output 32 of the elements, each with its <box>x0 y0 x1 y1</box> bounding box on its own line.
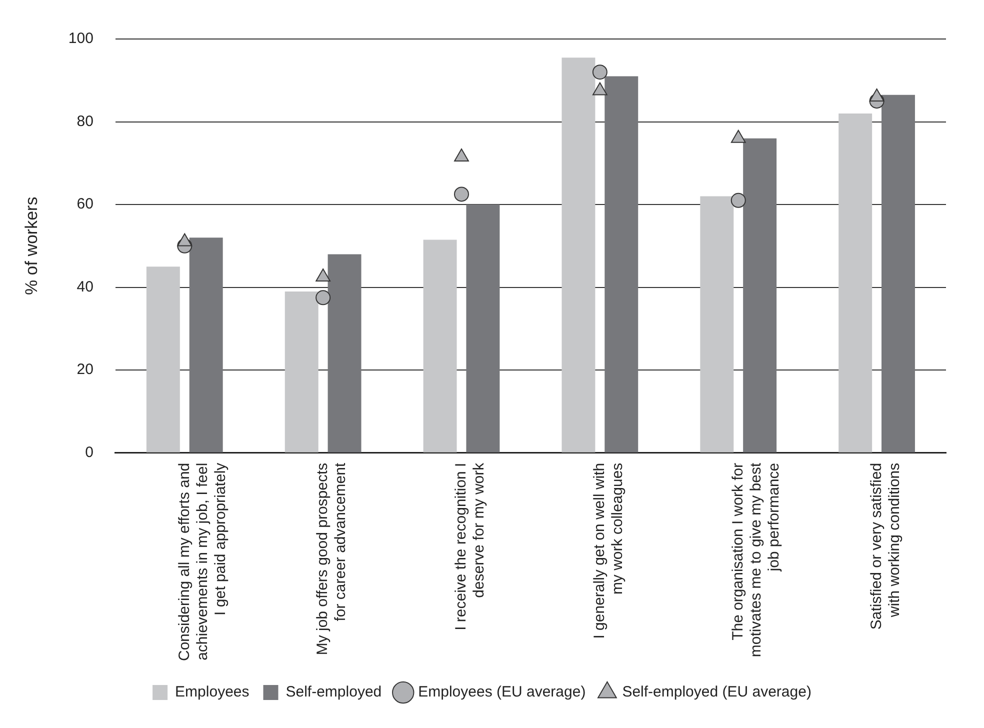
legend-label: Employees (EU average) <box>418 684 586 701</box>
bar <box>838 113 872 452</box>
x-tick-label: Considering all my efforts and achievements in my job, I feel I get paid appropriately <box>176 462 229 662</box>
bar <box>604 76 638 452</box>
y-tick-label: 60 <box>76 196 94 213</box>
point <box>730 130 746 143</box>
y-tick-label: 80 <box>76 112 94 130</box>
y-tick-label: 20 <box>76 361 94 378</box>
legend-label: Self-employed <box>286 684 382 701</box>
point <box>316 290 331 306</box>
bar <box>284 291 318 452</box>
y-tick-label: 40 <box>76 278 94 296</box>
legend-label: Employees <box>175 684 250 701</box>
bar <box>882 94 915 452</box>
point <box>592 82 608 96</box>
bar <box>189 238 223 452</box>
bar <box>146 266 180 452</box>
point <box>454 186 469 202</box>
bar <box>743 138 777 452</box>
y-tick-label: 0 <box>85 444 94 461</box>
y-tick-label: 100 <box>68 30 94 48</box>
point <box>730 192 746 208</box>
legend-label: Self-employed (EU average) <box>622 684 812 701</box>
bar <box>700 196 734 452</box>
bar <box>562 58 596 452</box>
point <box>454 148 469 162</box>
bar <box>466 204 500 452</box>
x-tick-label: The organisation I work for motivates me to give my best job performance <box>729 462 782 658</box>
bar <box>328 254 362 452</box>
y-axis-title: % of workers <box>22 196 41 296</box>
point <box>869 88 884 102</box>
bar <box>423 240 457 452</box>
